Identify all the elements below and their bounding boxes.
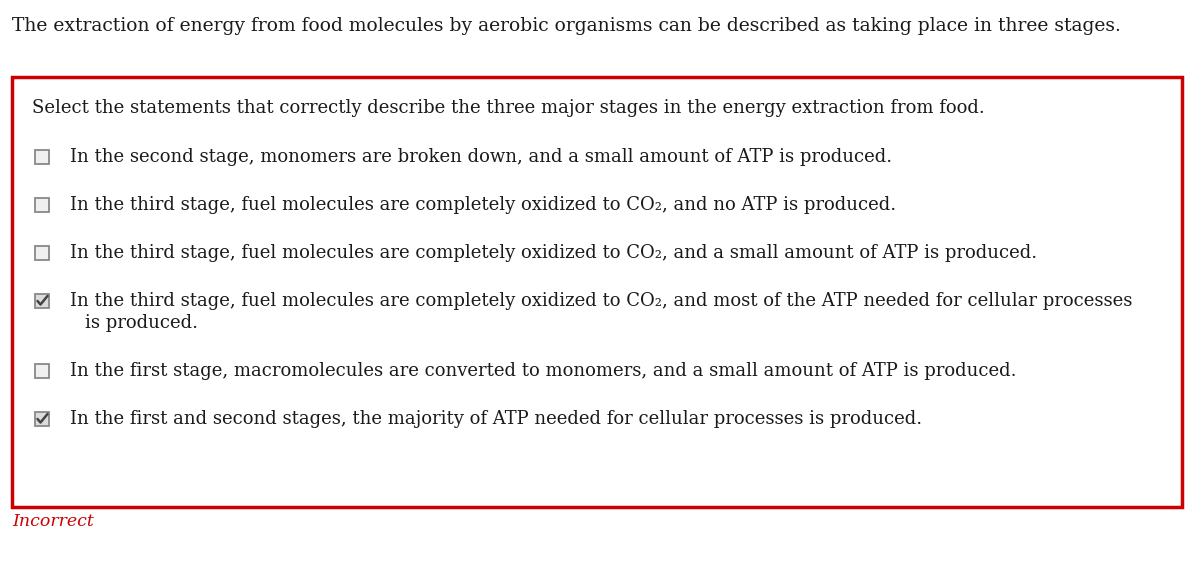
- Text: In the third stage, fuel molecules are completely oxidized to CO₂, and a small a: In the third stage, fuel molecules are c…: [70, 244, 1037, 262]
- Text: In the third stage, fuel molecules are completely oxidized to CO₂, and most of t: In the third stage, fuel molecules are c…: [70, 292, 1133, 310]
- FancyBboxPatch shape: [35, 364, 49, 378]
- FancyBboxPatch shape: [35, 294, 49, 308]
- FancyBboxPatch shape: [35, 412, 49, 426]
- Text: In the first and second stages, the majority of ATP needed for cellular processe: In the first and second stages, the majo…: [70, 410, 922, 428]
- FancyBboxPatch shape: [35, 198, 49, 212]
- Text: In the first stage, macromolecules are converted to monomers, and a small amount: In the first stage, macromolecules are c…: [70, 362, 1016, 380]
- FancyBboxPatch shape: [12, 77, 1182, 507]
- Text: Incorrect: Incorrect: [12, 513, 94, 530]
- Text: Select the statements that correctly describe the three major stages in the ener: Select the statements that correctly des…: [32, 99, 985, 117]
- Text: In the second stage, monomers are broken down, and a small amount of ATP is prod: In the second stage, monomers are broken…: [70, 148, 892, 166]
- Text: In the third stage, fuel molecules are completely oxidized to CO₂, and no ATP is: In the third stage, fuel molecules are c…: [70, 196, 896, 214]
- Text: is produced.: is produced.: [85, 314, 198, 332]
- FancyBboxPatch shape: [35, 246, 49, 260]
- FancyBboxPatch shape: [35, 150, 49, 164]
- Text: The extraction of energy from food molecules by aerobic organisms can be describ: The extraction of energy from food molec…: [12, 17, 1121, 35]
